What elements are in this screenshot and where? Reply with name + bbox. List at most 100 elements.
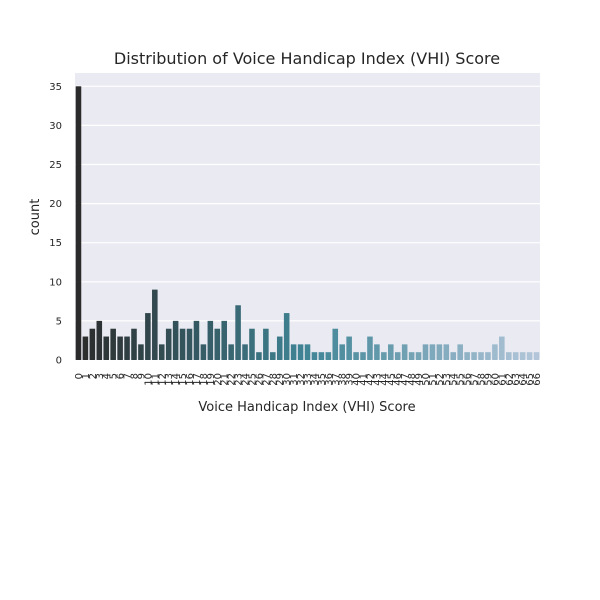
bar [89,328,96,360]
bar [374,344,380,360]
x-tick-label: 9 [136,373,147,379]
bar [131,328,137,360]
y-tick-label: 15 [49,238,62,249]
x-tick-label: 50 [421,373,432,386]
x-tick-label: 20 [213,373,224,386]
bar [152,289,158,360]
bar [381,352,387,360]
bar [526,352,533,360]
x-tick-label: 62 [504,373,515,386]
bar [193,320,200,360]
bar [186,328,193,360]
bar [519,352,526,360]
bar [297,344,304,360]
bar [145,313,151,360]
chart-title: Distribution of Voice Handicap Index (VH… [114,49,500,68]
bar [124,336,130,360]
y-tick-label: 30 [49,121,62,132]
x-tick-label: 27 [261,373,272,386]
x-tick-label: 13 [164,373,175,386]
bar [450,352,457,360]
bar [499,336,505,360]
x-tick-label: 46 [393,373,404,386]
bar [408,352,415,360]
x-tick-label: 15 [178,373,189,386]
bar [207,320,214,360]
bar [214,328,221,360]
x-tick-label: 12 [157,373,168,386]
x-tick-label: 53 [442,373,453,386]
y-tick-label: 5 [56,316,62,327]
x-tick-labels: 0123456789101112131415161718192021222324… [74,373,543,386]
x-tick-label: 64 [518,373,529,386]
bar [401,344,408,360]
bar [270,352,276,360]
x-tick-label: 41 [359,373,370,386]
y-tick-label: 20 [49,199,62,210]
bar [464,352,470,360]
bars [75,86,540,360]
x-tick-label: 38 [338,373,349,386]
bar [367,336,373,360]
x-tick-label: 47 [400,373,411,386]
bar [82,336,89,360]
x-tick-label: 54 [449,373,460,386]
bar [249,328,255,360]
x-tick-label: 57 [470,373,481,386]
bar [290,344,297,360]
x-tick-label: 29 [275,373,286,386]
x-tick-label: 52 [435,373,446,386]
bar [346,336,352,360]
y-tick-label: 0 [56,356,62,367]
x-tick-label: 56 [463,373,474,386]
bar [256,352,262,360]
bar [533,352,540,360]
x-tick-label: 60 [490,373,501,386]
x-tick-label: 17 [192,373,203,386]
x-tick-label: 0 [74,373,85,379]
bar [332,328,339,360]
bar [304,344,311,360]
x-tick-label: 2 [88,373,99,379]
x-axis-label: Voice Handicap Index (VHI) Score [198,400,415,415]
x-tick-label: 31 [289,373,300,386]
x-tick-label: 10 [143,373,154,386]
bar [353,352,359,360]
y-tick-labels: 0 5 10 15 20 25 30 35 [49,82,62,367]
x-tick-label: 16 [185,373,196,386]
x-tick-label: 14 [171,373,182,386]
bar [360,352,366,360]
x-tick-label: 24 [241,373,252,386]
x-tick-label: 43 [372,373,383,386]
y-tick-label: 25 [49,160,62,171]
x-tick-label: 5 [109,373,120,379]
bar [138,344,144,360]
bar [485,352,491,360]
x-tick-label: 39 [345,373,356,386]
bar [422,344,429,360]
bar [478,352,484,360]
bar [158,344,165,360]
x-tick-label: 65 [525,373,536,386]
x-tick-label: 7 [123,373,134,379]
bar [221,320,227,360]
bar [165,328,172,360]
x-tick-label: 35 [317,373,328,386]
x-tick-label: 21 [220,373,231,386]
x-tick-label: 8 [129,373,140,379]
bar [276,336,283,360]
x-tick-label: 18 [199,373,210,386]
x-tick-label: 23 [234,373,245,386]
bar [96,320,103,360]
x-tick-label: 11 [150,373,161,386]
bar [103,336,110,360]
bar [339,344,345,360]
x-tick-label: 51 [428,373,439,386]
bar [235,305,241,360]
bar [172,320,179,360]
y-tick-label: 10 [49,277,62,288]
bar [75,86,82,360]
x-tick-label: 48 [407,373,418,386]
x-tick-label: 33 [303,373,314,386]
